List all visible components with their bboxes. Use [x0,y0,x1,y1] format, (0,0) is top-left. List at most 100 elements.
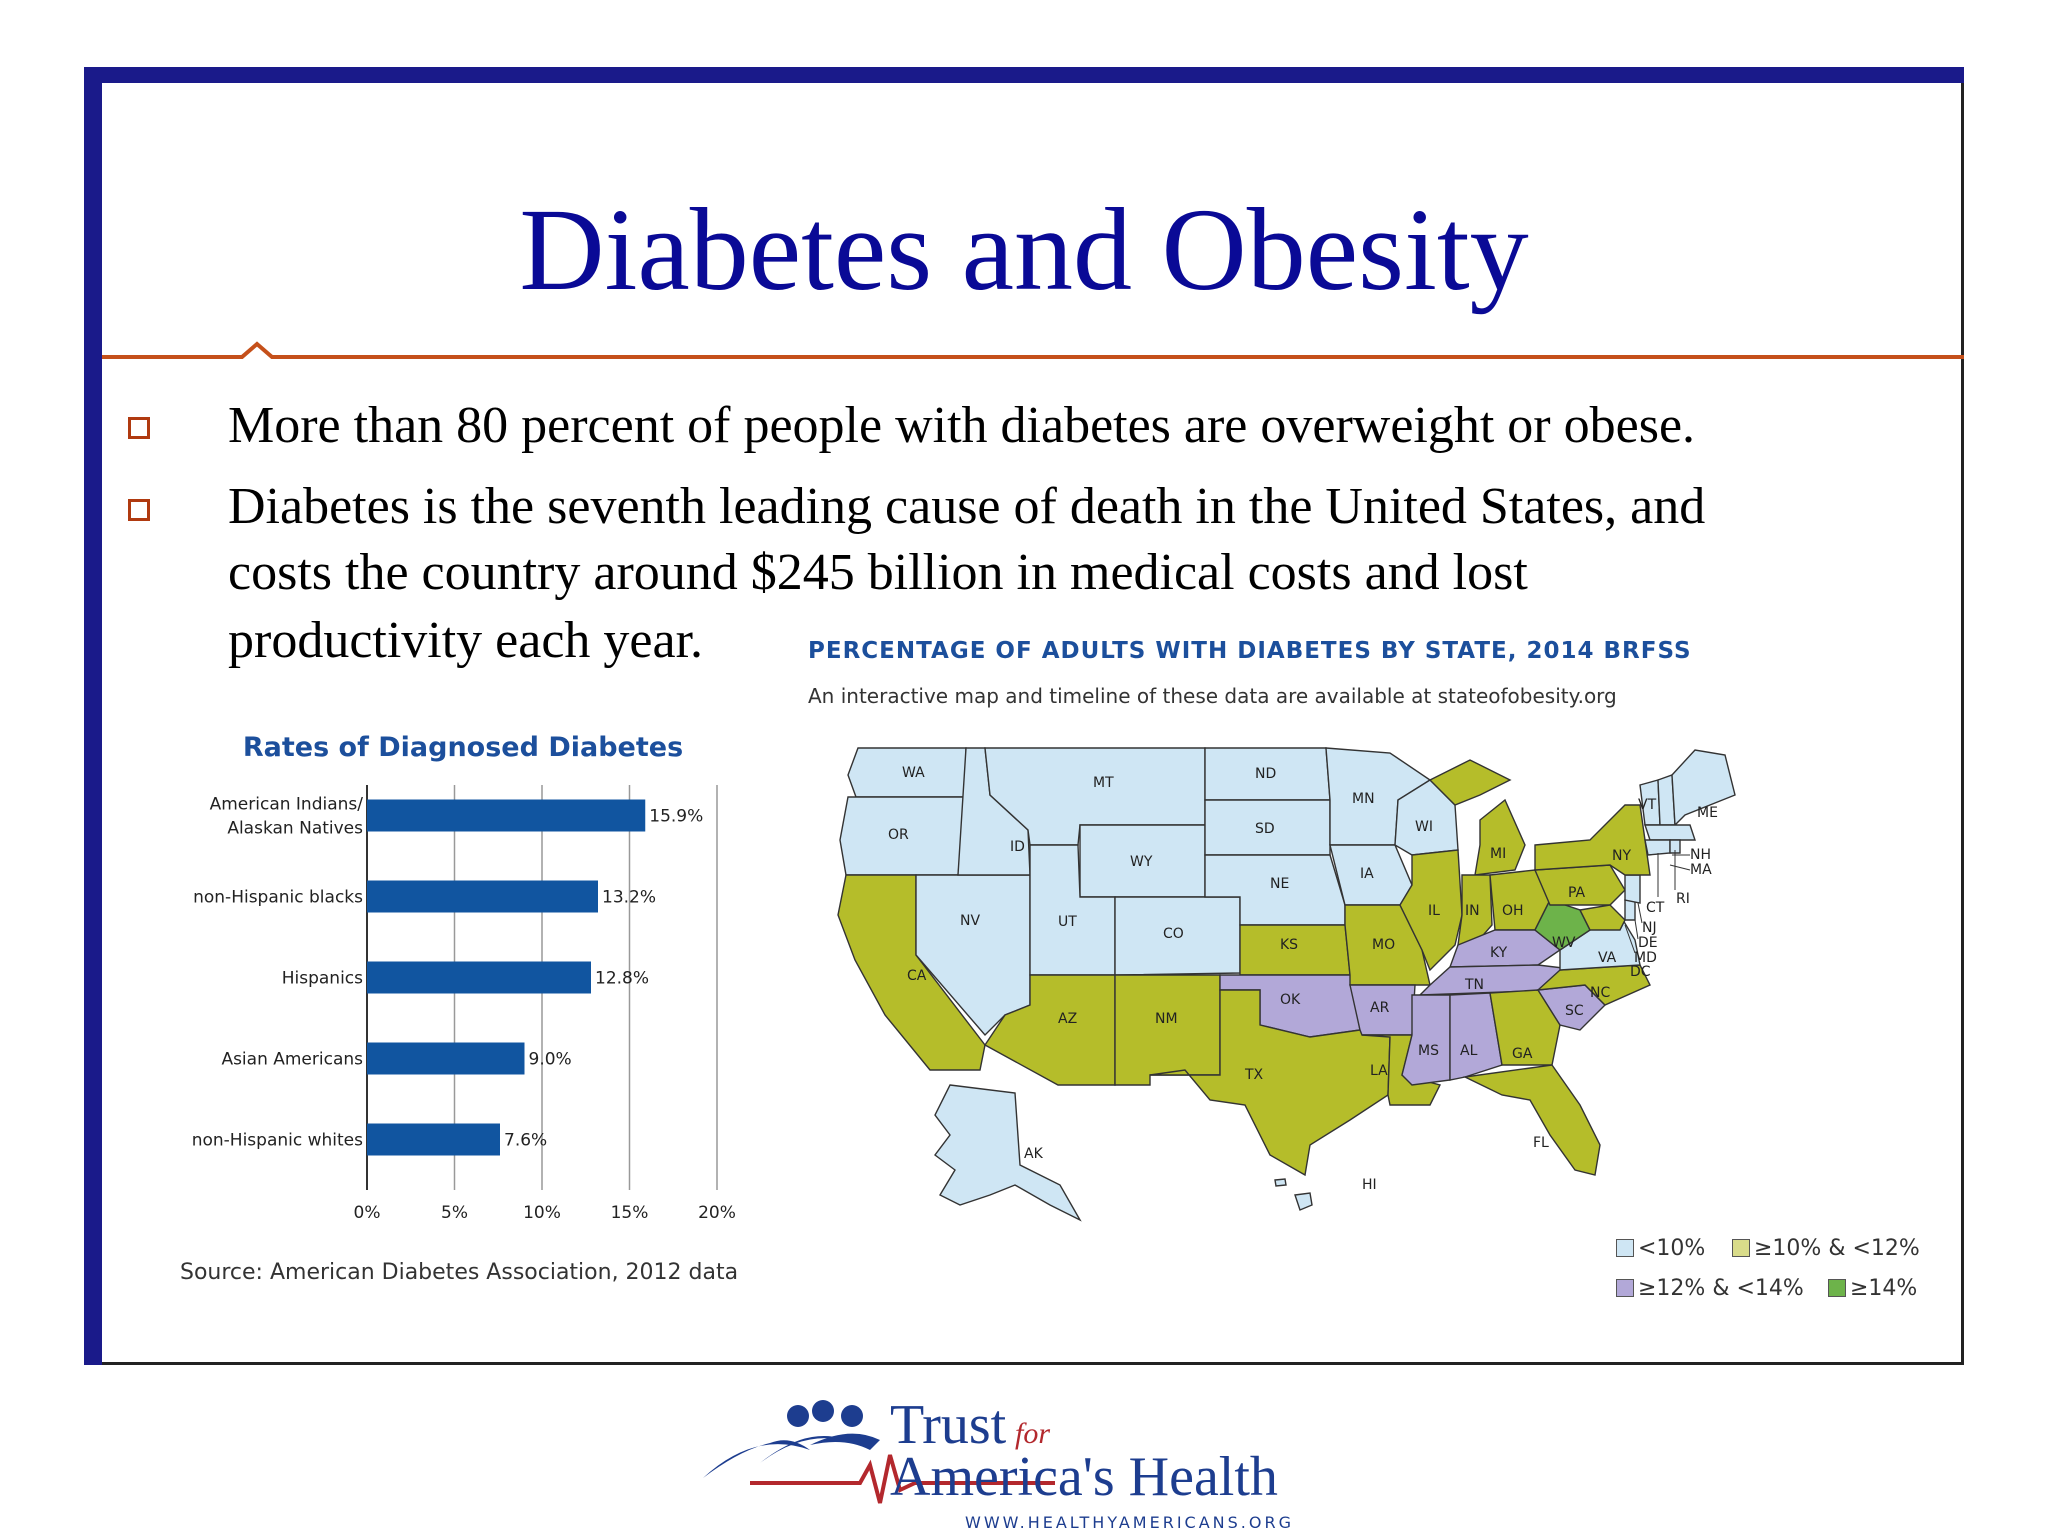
map-leader-lines [1624,850,1691,954]
state-hi-2 [1274,1178,1287,1187]
legend-label: ≥14% [1850,1276,1918,1301]
state-label-id: ID [1010,839,1025,855]
state-fl [1462,1064,1601,1176]
state-label-sc: SC [1565,1003,1584,1019]
state-label-mn: MN [1352,791,1375,807]
state-label-wa: WA [902,765,925,781]
bullet-1-line-1: More than 80 percent of people with diab… [228,397,1696,454]
state-label-in: IN [1465,903,1480,919]
bullet-marker [128,499,150,521]
state-label-nj: NJ [1642,920,1657,936]
bar [367,1042,525,1075]
state-label-nc: NC [1590,985,1610,1001]
x-tick-label: 0% [354,1203,381,1223]
us-diabetes-map: WA OR CA NV ID MT WY UT CO AZ NM ND SD N… [837,747,1736,1222]
state-label-fl: FL [1533,1135,1549,1151]
bar-value-label: 13.2% [602,888,656,908]
state-ga [1489,989,1561,1066]
legend-item-12to14: ≥12% & <14% [1616,1276,1804,1301]
state-label-or: OR [888,827,909,843]
slide-left-bar [84,67,102,1365]
state-label-tn: TN [1464,977,1484,993]
state-label-nh: NH [1690,847,1711,863]
logo-americas-health: America's Health [890,1446,1278,1508]
state-label-pa: PA [1568,885,1586,901]
x-tick-label: 15% [611,1203,649,1223]
state-label-ms: MS [1418,1043,1439,1059]
bar-value-label: 9.0% [529,1050,572,1070]
state-label-il: IL [1428,903,1440,919]
state-label-mt: MT [1093,775,1114,791]
legend-item-10to12: ≥10% & <12% [1732,1236,1920,1261]
state-ri [1669,839,1681,854]
state-label-ny: NY [1612,848,1631,864]
state-label-vt: VT [1638,797,1657,813]
state-label-wv: WV [1552,935,1576,951]
bar-value-label: 15.9% [649,807,703,827]
state-label-ne: NE [1270,876,1289,892]
bar [367,961,591,994]
state-label-wi: WI [1415,819,1433,835]
x-tick-label: 10% [523,1203,561,1223]
people-icon [703,1400,880,1478]
map-legend: <10% ≥10% & <12% ≥12% & <14% ≥14% [1616,1236,1946,1306]
diabetes-rates-bar-chart: Rates of Diagnosed Diabetes American Ind… [180,732,738,1285]
state-md [1578,904,1626,931]
state-label-nd: ND [1255,766,1276,782]
state-label-mi: MI [1490,846,1506,862]
state-label-ok: OK [1280,992,1301,1008]
logo-trust: Trust [890,1395,1007,1456]
state-de [1624,899,1636,921]
bar-value-label: 12.8% [595,969,649,989]
state-label-sd: SD [1255,821,1275,837]
state-label-hi: HI [1362,1177,1377,1193]
state-label-md: MD [1634,950,1657,966]
state-label-ri: RI [1676,891,1690,907]
legend-swatch [1616,1239,1634,1257]
state-label-co: CO [1163,926,1184,942]
state-tx [1149,989,1391,1177]
category-label: Alaskan Natives [227,819,363,839]
state-label-ca: CA [907,968,927,984]
state-hi [1294,1192,1313,1211]
state-label-nm: NM [1155,1011,1178,1027]
slide-title: Diabetes and Obesity [519,184,1529,315]
bar [367,1123,500,1156]
bullet-2-line-3: productivity each year. [228,612,704,669]
state-al [1449,992,1503,1081]
state-label-al: AL [1460,1043,1478,1059]
x-tick-label: 5% [441,1203,468,1223]
state-label-ut: UT [1058,914,1077,930]
state-label-la: LA [1370,1063,1388,1079]
state-ny [1534,804,1651,876]
title-divider [102,341,1964,359]
state-label-ga: GA [1512,1046,1533,1062]
heartbeat-line [750,1454,1055,1504]
state-ma [1644,824,1696,841]
legend-label: <10% [1638,1236,1706,1261]
state-label-ma: MA [1690,862,1712,878]
state-ct [1644,839,1671,856]
state-label-dc: DC [1630,964,1651,980]
state-label-tx: TX [1244,1067,1264,1083]
state-label-va: VA [1598,950,1617,966]
category-label: non-Hispanic whites [192,1131,363,1151]
state-label-ky: KY [1490,945,1508,961]
state-label-ia: IA [1360,866,1374,882]
state-label-de: DE [1638,935,1658,951]
bullet-marker [128,417,150,439]
bar [367,799,646,832]
state-label-oh: OH [1502,903,1524,919]
state-label-az: AZ [1058,1011,1077,1027]
legend-label: ≥12% & <14% [1638,1276,1804,1301]
state-label-ar: AR [1370,1000,1390,1016]
logo-url: WWW.HEALTHYAMERICANS.ORG [965,1513,1294,1532]
slide-top-bar [84,67,1964,83]
state-label-ak: AK [1024,1146,1044,1162]
chart-title: Rates of Diagnosed Diabetes [243,732,683,763]
state-label-wy: WY [1130,854,1153,870]
map-heading: PERCENTAGE OF ADULTS WITH DIABETES BY ST… [808,638,1692,664]
category-label: American Indians/ [210,795,364,815]
state-il [1399,849,1463,972]
bullet-2-line-1: Diabetes is the seventh leading cause of… [228,478,1706,535]
